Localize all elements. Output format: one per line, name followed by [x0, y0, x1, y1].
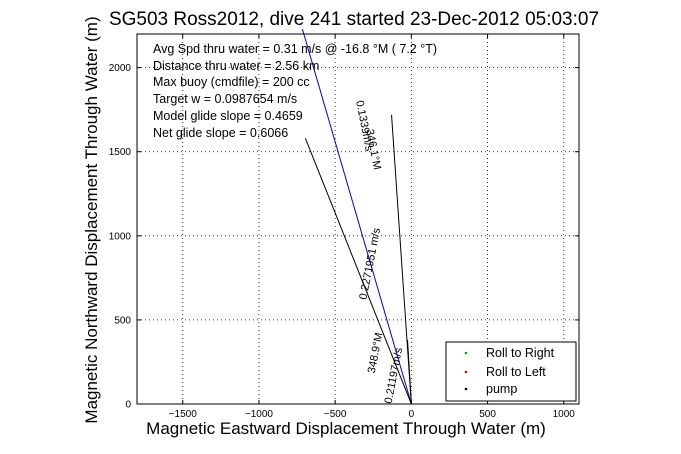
x-tick-label: 500 [479, 409, 496, 420]
track-annotation: 0.2271951 m/s [357, 226, 383, 300]
ticks-group: −1500 −1000 −500 0 500 1000 0 500 1000 1500 2000 [109, 34, 579, 420]
y-tick-label: 1500 [109, 147, 132, 158]
y-tick-label: 1000 [109, 231, 132, 242]
legend-label-roll-left: Roll to Left [486, 365, 546, 379]
info-line: Distance thru water = 2.56 km [153, 59, 319, 73]
x-tick-label: −500 [324, 409, 347, 420]
y-axis-label: Magnetic Northward Displacement Through … [82, 16, 101, 423]
info-line: Net glide slope = 0.6066 [153, 126, 288, 140]
x-axis-label: Magnetic Eastward Displacement Through W… [146, 419, 546, 438]
x-tick-label: 1000 [553, 409, 576, 420]
info-line: Target w = 0.0987654 m/s [153, 92, 297, 106]
series-group [301, 28, 412, 405]
info-text-block: Avg Spd thru water = 0.31 m/s @ -16.8 °M… [153, 42, 437, 140]
track-annotation: 348.9°M [366, 332, 386, 375]
track-annotation: 0.1339m/s [353, 100, 375, 153]
legend-marker-roll-left [464, 370, 468, 374]
y-tick-label: 2000 [109, 63, 132, 74]
y-tick-label: 0 [125, 400, 131, 411]
x-tick-label: 0 [409, 409, 415, 420]
x-tick-label: −1000 [245, 409, 274, 420]
series-line [301, 28, 412, 405]
legend-label-pump: pump [486, 382, 517, 396]
y-tick-label: 500 [114, 315, 131, 326]
x-tick-label: −1500 [169, 409, 198, 420]
legend: Roll to Right Roll to Left pump [445, 341, 577, 402]
legend-box [445, 341, 577, 402]
legend-marker-pump [464, 387, 468, 391]
series-line [407, 340, 412, 405]
plot-area [136, 33, 580, 405]
info-line: Max buoy (cmdfile) = 200 cc [153, 75, 310, 89]
series-line [304, 138, 412, 405]
legend-marker-roll-right [464, 351, 468, 355]
legend-label-roll-right: Roll to Right [486, 346, 555, 360]
info-line: Avg Spd thru water = 0.31 m/s @ -16.8 °M… [153, 42, 437, 56]
info-line: Model glide slope = 0.4659 [153, 109, 303, 123]
track-annotation: 0.21197m/s [383, 346, 406, 404]
chart-title: SG503 Ross2012, dive 241 started 23-Dec-… [109, 9, 599, 30]
